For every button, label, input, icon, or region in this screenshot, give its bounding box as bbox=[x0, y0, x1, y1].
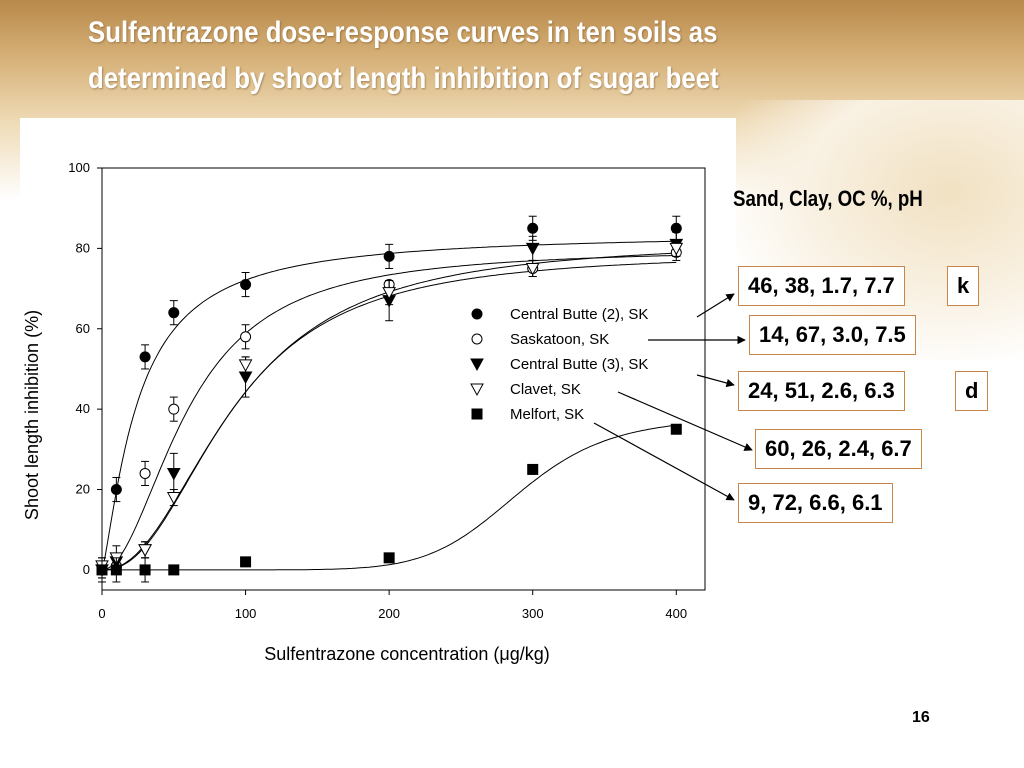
soil-values-central-butte-2: 46, 38, 1.7, 7.7 bbox=[738, 266, 905, 306]
slide-title-line-2: determined by shoot length inhibition of… bbox=[88, 62, 719, 95]
x-tick-label-200: 200 bbox=[378, 606, 400, 621]
legend-marker-melfort-sk bbox=[471, 408, 483, 420]
soil-properties-header: Sand, Clay, OC %, pH bbox=[733, 186, 923, 211]
x-axis-title-suffix: ) bbox=[544, 644, 550, 664]
point-melfort-sk-4 bbox=[240, 556, 252, 568]
legend-label-saskatoon-sk: Saskatoon, SK bbox=[510, 331, 609, 348]
point-clavet-sk-6 bbox=[525, 262, 540, 276]
legend-label-central-butte-2-sk: Central Butte (2), SK bbox=[510, 306, 648, 323]
y-tick-label-100: 100 bbox=[68, 160, 90, 175]
soil-values-clavet: 60, 26, 2.4, 6.7 bbox=[755, 429, 922, 469]
y-tick-label-80: 80 bbox=[76, 240, 90, 255]
point-melfort-sk-0 bbox=[96, 564, 108, 576]
curve-saskatoon-sk bbox=[101, 255, 677, 571]
y-tick-label-20: 20 bbox=[76, 482, 90, 497]
curve-melfort-sk bbox=[102, 424, 677, 571]
y-tick-label-60: 60 bbox=[76, 321, 90, 336]
point-central-butte-2-sk-5 bbox=[383, 250, 395, 262]
x-axis-title: Sulfentrazone concentration (μg/kg) bbox=[264, 644, 550, 664]
x-axis-title-prefix: Sulfentrazone concentration ( bbox=[264, 644, 499, 664]
x-axis-title-unit: μg/kg bbox=[499, 644, 543, 664]
slide-title-line-1: Sulfentrazone dose-response curves in te… bbox=[88, 16, 718, 49]
x-tick-label-300: 300 bbox=[522, 606, 544, 621]
legend-marker-clavet-sk bbox=[470, 383, 484, 397]
point-melfort-sk-5 bbox=[383, 552, 395, 564]
soil-values-melfort: 9, 72, 6.6, 6.1 bbox=[738, 483, 893, 523]
x-axis-ticks: 0 100 200 300 400 bbox=[98, 590, 687, 621]
point-melfort-sk-1 bbox=[110, 564, 122, 576]
point-central-butte-3-sk-6 bbox=[525, 242, 540, 256]
point-central-butte-3-sk-3 bbox=[166, 467, 181, 481]
x-tick-label-400: 400 bbox=[665, 606, 687, 621]
slide-title: Sulfentrazone dose-response curves in te… bbox=[88, 10, 862, 102]
y-axis-title: Shoot length inhibition (%) bbox=[22, 310, 42, 520]
data-points bbox=[95, 215, 684, 583]
point-melfort-sk-7 bbox=[670, 423, 682, 435]
legend-label-melfort-sk: Melfort, SK bbox=[510, 406, 584, 423]
point-melfort-sk-2 bbox=[139, 564, 151, 576]
x-tick-label-100: 100 bbox=[235, 606, 257, 621]
point-saskatoon-sk-3 bbox=[168, 403, 180, 415]
point-saskatoon-sk-4 bbox=[240, 331, 252, 343]
soil-values-saskatoon: 14, 67, 3.0, 7.5 bbox=[749, 315, 916, 355]
legend-marker-saskatoon-sk bbox=[471, 333, 483, 345]
point-melfort-sk-3 bbox=[168, 564, 180, 576]
soil-tag-d: d bbox=[955, 371, 989, 411]
chart-panel: 0 20 40 60 80 100 0 100 200 300 400 Central Butte… bbox=[20, 118, 736, 673]
point-central-butte-2-sk-2 bbox=[139, 351, 151, 363]
point-clavet-sk-2 bbox=[138, 544, 152, 557]
plot-frame bbox=[101, 167, 706, 591]
y-tick-label-0: 0 bbox=[83, 562, 90, 577]
point-central-butte-2-sk-3 bbox=[168, 307, 180, 319]
legend-label-central-butte-3-sk: Central Butte (3), SK bbox=[510, 356, 648, 373]
legend-label-clavet-sk: Clavet, SK bbox=[510, 381, 581, 398]
y-tick-label-40: 40 bbox=[76, 401, 90, 416]
legend-marker-central-butte-2-sk bbox=[471, 308, 483, 320]
legend: Central Butte (2), SK Saskatoon, SK Centra… bbox=[470, 306, 648, 423]
point-clavet-sk-3 bbox=[166, 492, 181, 505]
point-central-butte-2-sk-6 bbox=[527, 222, 539, 234]
point-central-butte-2-sk-7 bbox=[670, 222, 682, 234]
soil-tag-k: k bbox=[947, 266, 980, 306]
point-clavet-sk-4 bbox=[238, 359, 253, 372]
x-tick-label-0: 0 bbox=[98, 606, 105, 621]
point-central-butte-2-sk-4 bbox=[240, 279, 252, 291]
page-number: 16 bbox=[912, 709, 930, 726]
point-clavet-sk-5 bbox=[382, 287, 396, 300]
point-clavet-sk-7 bbox=[669, 242, 684, 256]
legend-marker-central-butte-3-sk bbox=[470, 358, 484, 372]
soil-values-central-butte-3: 24, 51, 2.6, 6.3 bbox=[738, 371, 905, 411]
point-saskatoon-sk-2 bbox=[139, 467, 151, 479]
dose-response-chart: 0 20 40 60 80 100 0 100 200 300 400 Central Butte… bbox=[22, 160, 706, 664]
point-melfort-sk-6 bbox=[527, 463, 539, 475]
y-axis-ticks: 0 20 40 60 80 100 bbox=[68, 160, 102, 577]
point-central-butte-3-sk-4 bbox=[238, 371, 253, 385]
point-central-butte-2-sk-1 bbox=[110, 484, 122, 496]
